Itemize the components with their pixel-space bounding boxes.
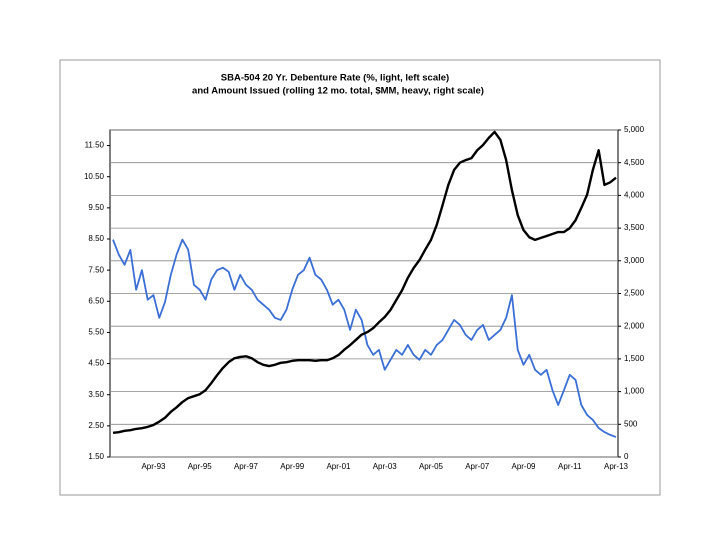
y2-tick-label: 5,000 <box>624 125 645 134</box>
series-line <box>112 130 617 434</box>
x-tick-label: Apr-05 <box>419 462 444 471</box>
y2-tick-label: 500 <box>624 419 638 428</box>
y-tick-label: 2.50 <box>88 421 104 430</box>
y2-tick-label: 3,500 <box>624 223 645 232</box>
x-tick-label: Apr-09 <box>511 462 536 471</box>
y-tick-label: 1.50 <box>88 452 104 461</box>
y-tick-label: 9.50 <box>88 203 104 212</box>
y2-tick-label: 2,500 <box>624 289 645 298</box>
x-tick-label: Apr-11 <box>558 462 582 471</box>
x-tick-label: Apr-97 <box>234 462 259 471</box>
y-tick-label: 8.50 <box>88 234 104 243</box>
y2-tick-label: 4,500 <box>624 158 645 167</box>
y-tick-label: 3.50 <box>88 390 104 399</box>
y2-tick-label: 0 <box>624 452 629 461</box>
x-tick-label: Apr-07 <box>465 462 490 471</box>
y-tick-label: 4.50 <box>88 359 104 368</box>
chart-title: and Amount Issued (rolling 12 mo. total,… <box>192 86 484 97</box>
y-tick-label: 6.50 <box>88 296 104 305</box>
x-tick-label: Apr-01 <box>326 462 351 471</box>
x-tick-label: Apr-13 <box>604 462 629 471</box>
frame <box>59 59 661 496</box>
x-tick-label: Apr-95 <box>188 462 213 471</box>
y-tick-label: 7.50 <box>88 265 104 274</box>
chart-title: SBA-504 20 Yr. Debenture Rate (%, light,… <box>221 73 449 84</box>
y-tick-label: 5.50 <box>88 328 104 337</box>
y2-tick-label: 1,500 <box>624 354 645 363</box>
y2-tick-label: 4,000 <box>624 191 645 200</box>
x-tick-label: Apr-03 <box>373 462 398 471</box>
y2-tick-label: 1,000 <box>624 387 645 396</box>
y2-tick-label: 3,000 <box>624 256 645 265</box>
x-tick-label: Apr-99 <box>280 462 305 471</box>
series-line <box>112 238 617 438</box>
y2-tick-label: 2,000 <box>624 321 645 330</box>
y-tick-label: 11.50 <box>85 141 105 150</box>
x-tick-label: Apr-93 <box>141 462 166 471</box>
y-tick-label: 10.50 <box>84 172 105 181</box>
